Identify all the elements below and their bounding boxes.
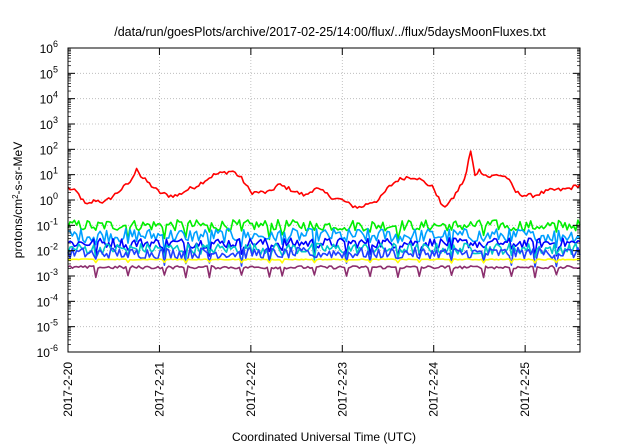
- x-tick-label: 2017-2-24: [427, 362, 441, 417]
- series-line-8: [67, 265, 581, 279]
- y-tick-label: 105: [40, 64, 58, 81]
- x-tick-label: 2017-2-25: [518, 362, 532, 417]
- y-tick-label: 104: [40, 90, 58, 107]
- x-tick-label: 2017-2-21: [152, 362, 166, 417]
- series-line-4: [67, 237, 581, 258]
- x-tick-label: 2017-2-23: [335, 362, 349, 417]
- y-axis-label-sup: 2: [11, 194, 20, 199]
- x-tick-label: 2017-2-22: [244, 362, 258, 417]
- y-tick-label: 100: [40, 191, 58, 208]
- x-axis: 2017-2-20 2017-2-21 2017-2-22 2017-2-23 2017…: [61, 48, 532, 417]
- y-tick-label: 10-5: [37, 318, 58, 335]
- series-line-7: [67, 258, 581, 264]
- y-tick-label: 106: [40, 39, 58, 56]
- series-line-2: [67, 219, 581, 241]
- y-tick-label: 10-3: [37, 267, 58, 284]
- y-tick-label: 10-6: [37, 343, 58, 360]
- x-tick-label: 2017-2-20: [61, 362, 75, 417]
- y-axis-label-rest: -s-sr-MeV: [11, 142, 25, 195]
- y-tick-label: 103: [40, 115, 58, 132]
- y-tick-label: 10-2: [37, 242, 58, 259]
- grid-lines: [68, 48, 580, 352]
- series-line-3: [67, 227, 581, 252]
- y-axis-label: protons/cm2-s-sr-MeV: [11, 142, 26, 258]
- y-tick-label: 10-4: [37, 292, 58, 309]
- series-lines: [67, 150, 581, 279]
- series-line-5: [67, 242, 581, 264]
- y-tick-label: 102: [40, 140, 58, 157]
- y-tick-label: 10-1: [37, 216, 58, 233]
- y-axis-label-main: protons/cm: [11, 199, 25, 258]
- y-tick-label: 101: [40, 166, 58, 183]
- chart-title: /data/run/goesPlots/archive/2017-02-25/1…: [114, 25, 546, 39]
- y-axis: 10-6 10-5 10-4 10-3 10-2 10-1 100 101 102 103 104 1…: [37, 39, 580, 360]
- series-line-6: [67, 246, 581, 268]
- x-axis-label: Coordinated Universal Time (UTC): [232, 430, 416, 444]
- series-line-1: [67, 150, 581, 209]
